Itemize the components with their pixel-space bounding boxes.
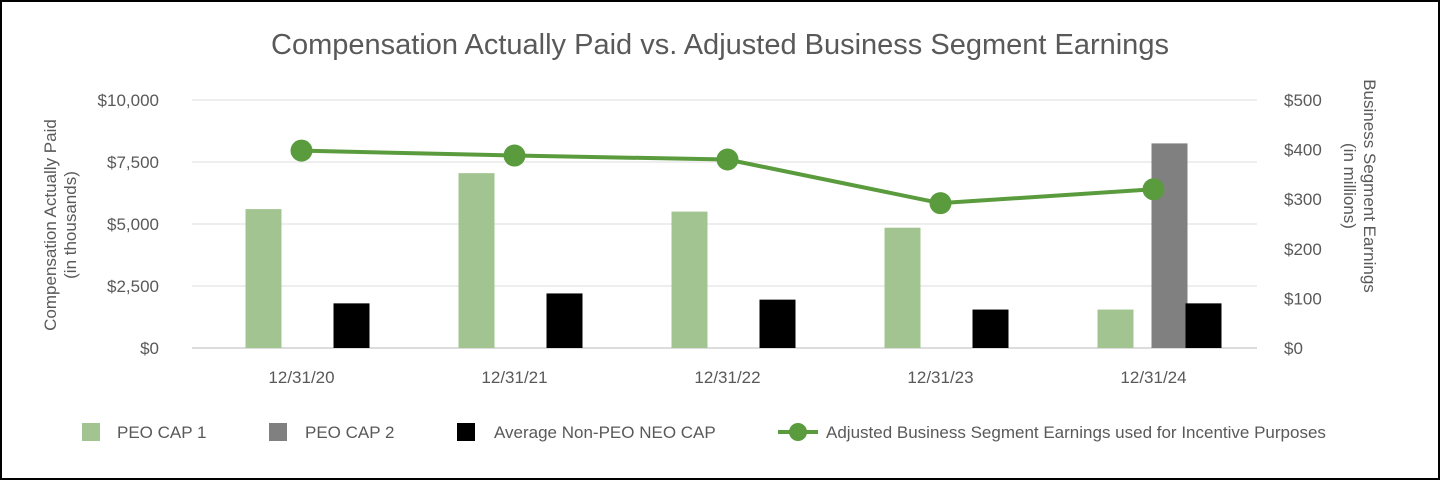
y-right-tick-label: $400 <box>1284 141 1322 160</box>
legend-marker <box>789 423 807 441</box>
bar-peo-cap-1 <box>1097 309 1134 348</box>
legend-swatch <box>457 423 475 441</box>
bar-group <box>245 143 1222 348</box>
y-left-tick-label: $7,500 <box>107 153 159 172</box>
y-right-tick-label: $300 <box>1284 190 1322 209</box>
legend-swatch <box>269 423 287 441</box>
bar-peo-cap-1 <box>245 209 282 348</box>
y-right-axis-title-line1: Business Segment Earnings <box>1360 79 1379 293</box>
legend-swatch <box>82 423 100 441</box>
x-tick-label: 12/31/24 <box>1120 368 1186 387</box>
y-left-axis-title-line1: Compensation Actually Paid <box>41 119 60 331</box>
y-left-tick-label: $10,000 <box>98 91 159 110</box>
y-right-tick-label: $100 <box>1284 289 1322 308</box>
y-right-tick-label: $0 <box>1284 339 1303 358</box>
bar-average-non-peo-neo-cap <box>333 303 370 348</box>
legend-label: Adjusted Business Segment Earnings used … <box>826 423 1326 442</box>
legend-label: Average Non-PEO NEO CAP <box>494 423 716 442</box>
bar-average-non-peo-neo-cap <box>972 309 1009 348</box>
earnings-point <box>290 139 313 162</box>
bar-average-non-peo-neo-cap <box>1185 303 1222 348</box>
y-left-tick-label: $5,000 <box>107 215 159 234</box>
y-right-axis-title-line2: (in millions) <box>1340 143 1359 229</box>
bar-average-non-peo-neo-cap <box>546 293 583 348</box>
bar-peo-cap-1 <box>671 211 708 348</box>
earnings-point <box>503 144 526 167</box>
chart-title: Compensation Actually Paid vs. Adjusted … <box>271 29 1169 61</box>
line-group <box>290 139 1165 215</box>
legend-label: PEO CAP 2 <box>305 423 394 442</box>
x-tick-label: 12/31/21 <box>481 368 547 387</box>
bar-average-non-peo-neo-cap <box>759 299 796 348</box>
y-left-axis-title-line2: (in thousands) <box>61 171 80 279</box>
y-right-tick-label: $200 <box>1284 240 1322 259</box>
earnings-point <box>929 192 952 215</box>
legend-label: PEO CAP 1 <box>117 423 206 442</box>
x-tick-label: 12/31/22 <box>694 368 760 387</box>
earnings-point <box>1142 178 1165 201</box>
y-left-tick-label: $0 <box>140 339 159 358</box>
bar-peo-cap-1 <box>884 227 921 348</box>
y-left-tick-label: $2,500 <box>107 277 159 296</box>
x-tick-label: 12/31/23 <box>907 368 973 387</box>
axes: $0 $2,500 $5,000 $7,500 $10,000 $0 $100 $200 $30… <box>98 91 1322 387</box>
earnings-point <box>716 148 739 171</box>
gridlines <box>192 99 1257 349</box>
bar-peo-cap-2 <box>1151 143 1188 348</box>
y-right-tick-label: $500 <box>1284 91 1322 110</box>
legend: PEO CAP 1 PEO CAP 2 Average Non-PEO NEO CA… <box>82 423 1326 442</box>
bar-peo-cap-1 <box>458 173 495 348</box>
x-tick-label: 12/31/20 <box>268 368 334 387</box>
